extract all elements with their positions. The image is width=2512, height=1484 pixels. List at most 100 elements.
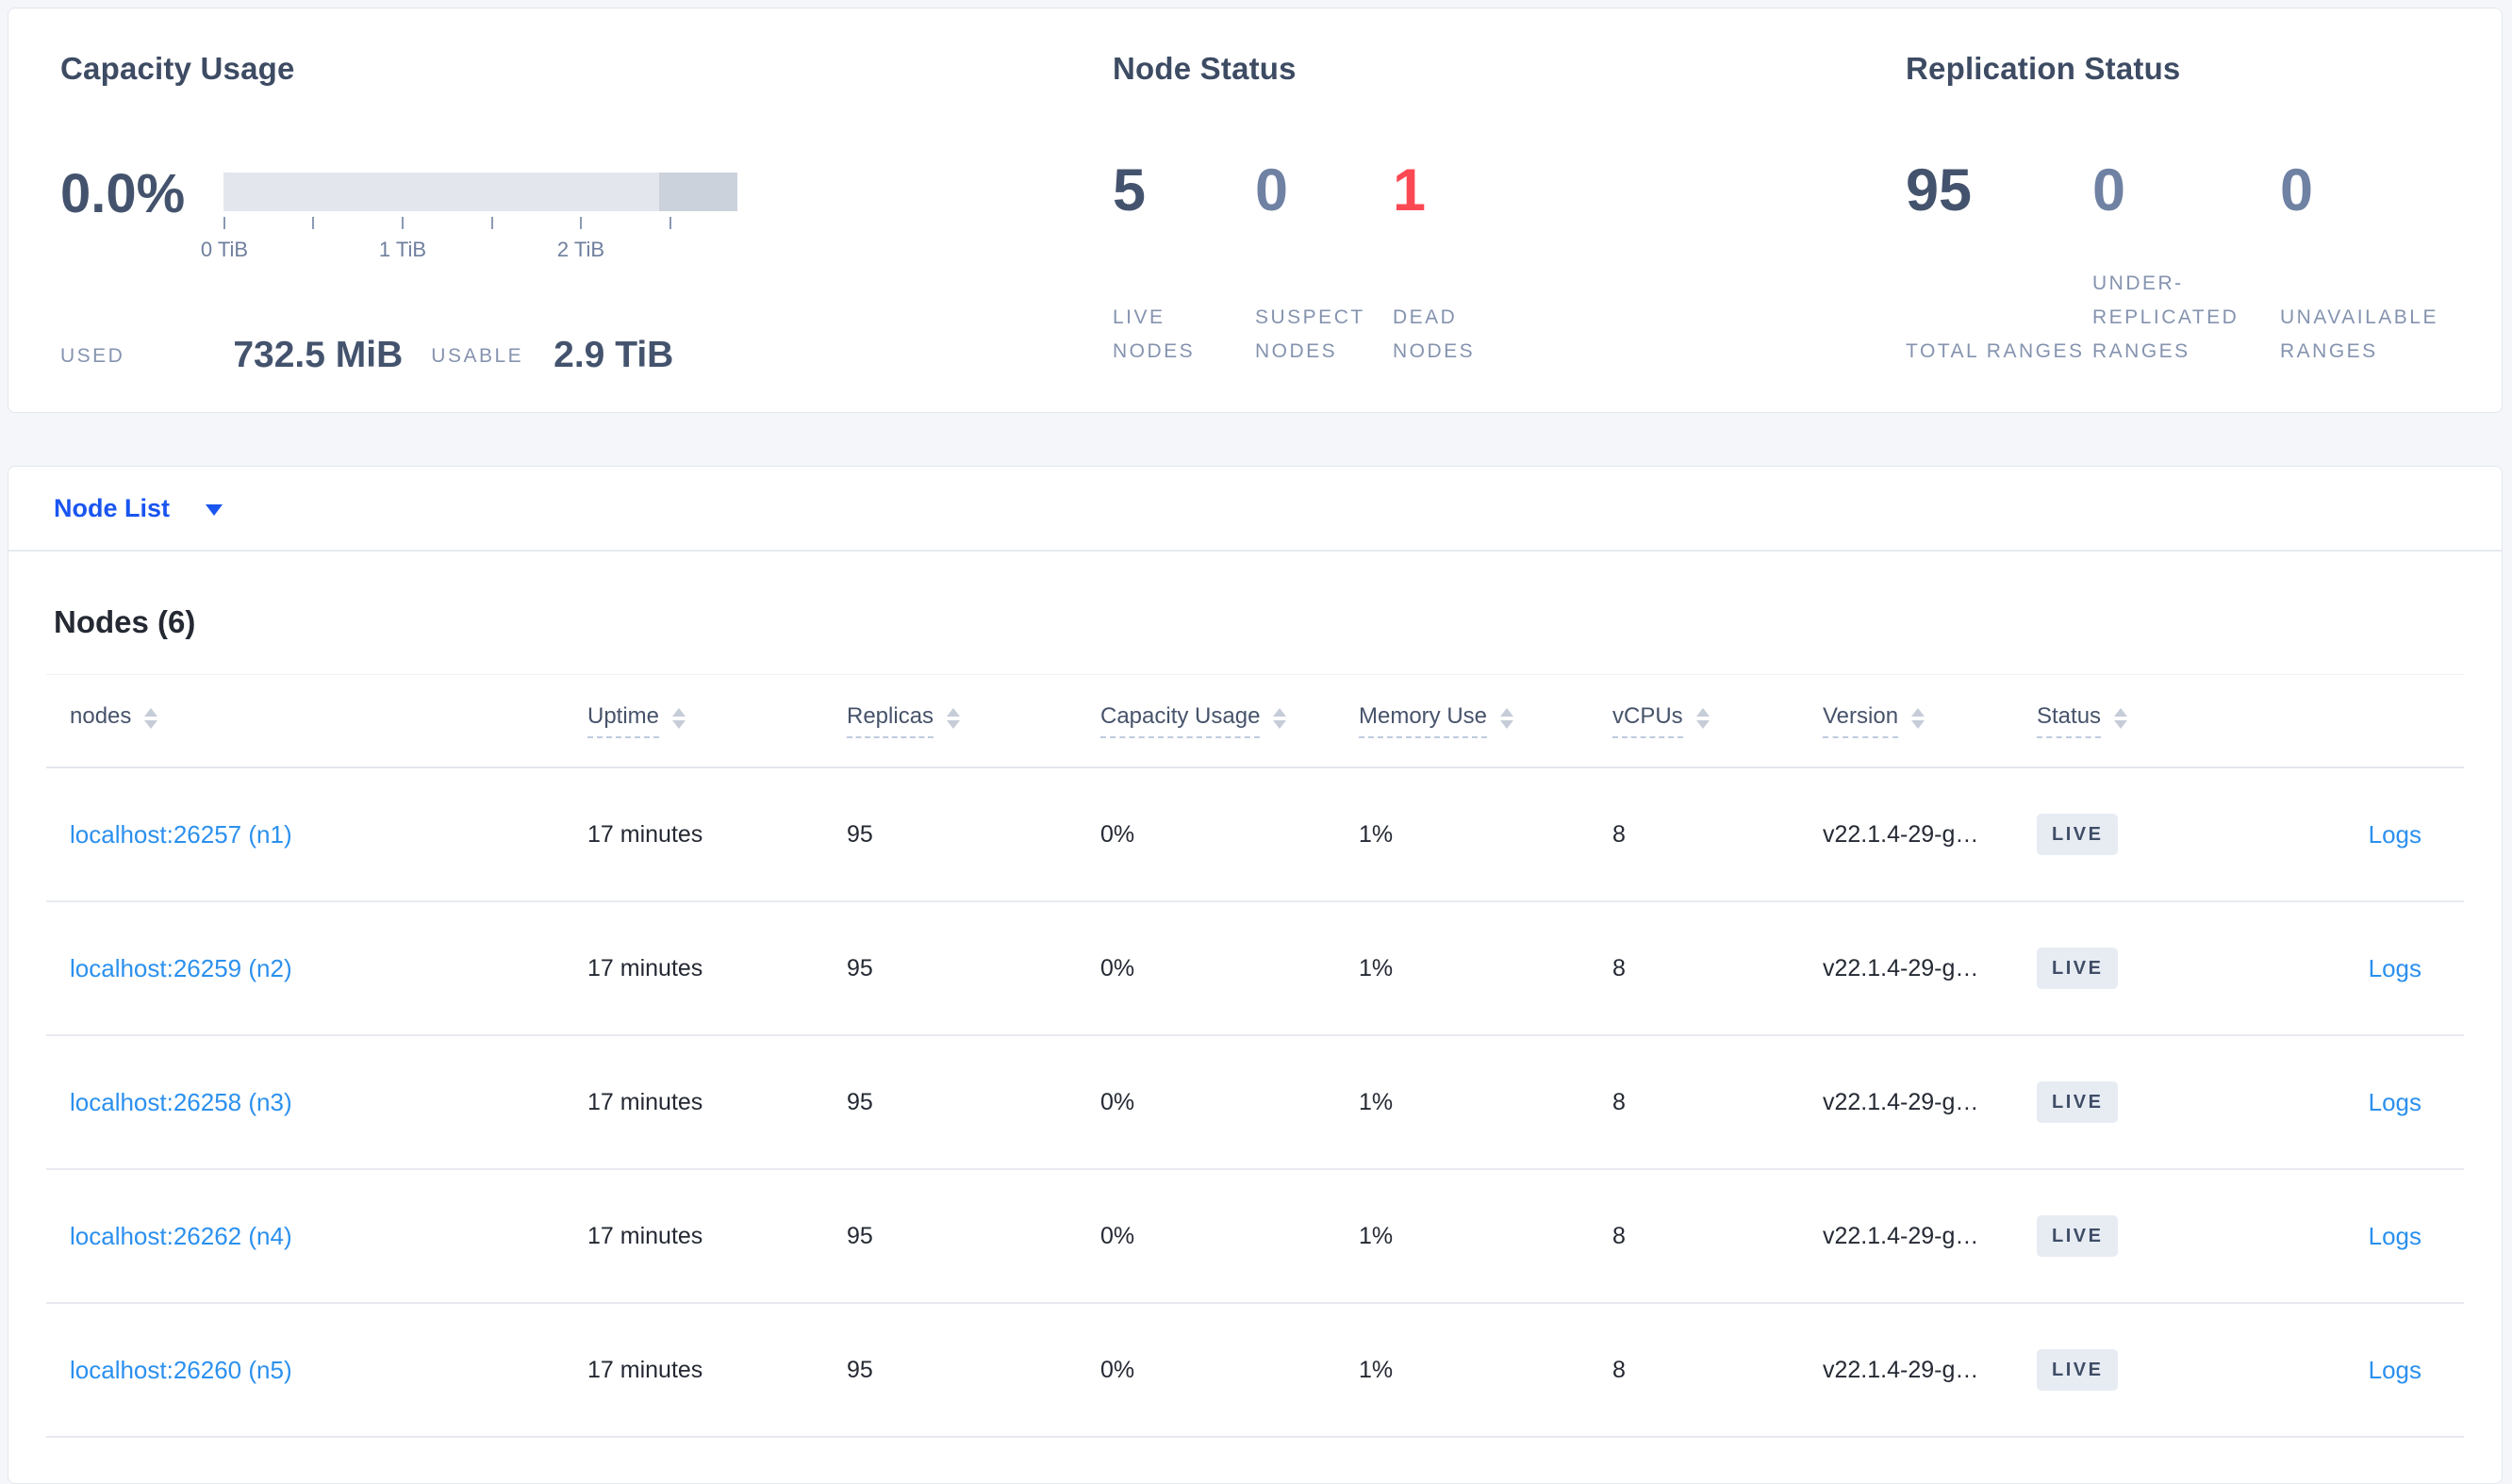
cell-vcpus: 8 bbox=[1612, 1356, 1626, 1383]
live-nodes-count: 5 bbox=[1113, 157, 1147, 223]
table-row: localhost:26257 (n1) 17 minutes 95 0% 1%… bbox=[46, 768, 2464, 902]
live-nodes-label: LIVE NODES bbox=[1113, 306, 1196, 362]
column-header-vcpus[interactable]: vCPUs bbox=[1612, 703, 1823, 738]
suspect-nodes-count: 0 bbox=[1255, 157, 1289, 223]
column-header-version[interactable]: Version bbox=[1823, 703, 2037, 738]
cell-memory: 1% bbox=[1359, 954, 1394, 981]
capacity-usage-bar-chart: 0 TiB 1 TiB 2 TiB bbox=[201, 173, 737, 262]
logs-link[interactable]: Logs bbox=[2368, 1355, 2421, 1384]
dead-nodes-count: 1 bbox=[1393, 157, 1427, 223]
nodes-table: Nodes (6) nodes Uptime Replicas Capacity… bbox=[46, 604, 2464, 1438]
cell-vcpus: 8 bbox=[1612, 954, 1626, 981]
column-header-uptime[interactable]: Uptime bbox=[587, 703, 847, 738]
unavailable-ranges-count: 0 bbox=[2280, 157, 2314, 223]
logs-link[interactable]: Logs bbox=[2368, 1087, 2421, 1116]
column-header-capacity-usage[interactable]: Capacity Usage bbox=[1100, 703, 1359, 738]
cell-uptime: 17 minutes bbox=[587, 954, 703, 981]
cell-replicas: 95 bbox=[847, 1222, 873, 1249]
cell-uptime: 17 minutes bbox=[587, 1356, 703, 1383]
sort-arrows-icon bbox=[1911, 707, 1925, 729]
sort-arrows-icon bbox=[947, 707, 961, 729]
column-header-replicas[interactable]: Replicas bbox=[847, 703, 1100, 738]
node-list-dropdown[interactable]: Node List bbox=[8, 467, 2502, 552]
column-header-memory-use[interactable]: Memory Use bbox=[1359, 703, 1612, 738]
cell-replicas: 95 bbox=[847, 954, 873, 981]
replication-status-section: Replication Status 95 0 0 TOTAL RANGES U… bbox=[1906, 51, 2471, 412]
node-link[interactable]: localhost:26257 (n1) bbox=[70, 819, 292, 849]
node-link[interactable]: localhost:26260 (n5) bbox=[70, 1355, 292, 1384]
node-link[interactable]: localhost:26258 (n3) bbox=[70, 1087, 292, 1116]
cell-uptime: 17 minutes bbox=[587, 1222, 703, 1249]
node-link[interactable]: localhost:26259 (n2) bbox=[70, 953, 292, 982]
cell-version: v22.1.4-29-g… bbox=[1823, 1222, 1979, 1249]
axis-label-0tib: 0 TiB bbox=[200, 238, 249, 261]
table-row: localhost:26260 (n5) 17 minutes 95 0% 1%… bbox=[46, 1304, 2464, 1438]
usable-label: USABLE bbox=[431, 345, 524, 367]
under-replicated-ranges-label: UNDER-REPLICATED RANGES bbox=[2092, 272, 2239, 362]
replication-status-title: Replication Status bbox=[1906, 51, 2181, 86]
axis-label-1tib: 1 TiB bbox=[378, 238, 427, 261]
logs-link[interactable]: Logs bbox=[2368, 819, 2421, 849]
replication-labels: TOTAL RANGES UNDER-REPLICATED RANGES UNA… bbox=[1906, 263, 2483, 369]
cell-vcpus: 8 bbox=[1612, 1088, 1626, 1115]
table-row: localhost:26258 (n3) 17 minutes 95 0% 1%… bbox=[46, 1036, 2464, 1170]
node-status-title: Node Status bbox=[1113, 51, 1297, 86]
used-value: 732.5 MiB bbox=[233, 335, 404, 375]
sort-arrows-icon bbox=[672, 707, 686, 729]
cell-uptime: 17 minutes bbox=[587, 820, 703, 848]
table-top-rule bbox=[46, 674, 2464, 675]
table-row: localhost:26259 (n2) 17 minutes 95 0% 1%… bbox=[46, 902, 2464, 1036]
sort-arrows-icon bbox=[1500, 707, 1514, 729]
cell-capacity: 0% bbox=[1100, 820, 1135, 848]
cluster-summary-card: Capacity Usage 0.0% 0 TiB 1 TiB 2 TiB US… bbox=[8, 8, 2503, 413]
cell-memory: 1% bbox=[1359, 1222, 1394, 1249]
suspect-nodes-label: SUSPECT NODES bbox=[1255, 306, 1365, 362]
logs-link[interactable]: Logs bbox=[2368, 1221, 2421, 1250]
table-header-row: nodes Uptime Replicas Capacity Usage Mem… bbox=[46, 675, 2464, 768]
capacity-legend: USED 732.5 MiB USABLE 2.9 TiB bbox=[60, 337, 673, 373]
sort-arrows-icon bbox=[1695, 707, 1710, 729]
under-replicated-ranges-count: 0 bbox=[2092, 157, 2126, 223]
cell-memory: 1% bbox=[1359, 1356, 1394, 1383]
cell-replicas: 95 bbox=[847, 1356, 873, 1383]
axis-label-2tib: 2 TiB bbox=[556, 238, 605, 261]
capacity-bar-other-segment bbox=[659, 173, 737, 211]
table-row: localhost:26262 (n4) 17 minutes 95 0% 1%… bbox=[46, 1170, 2464, 1304]
replication-values: 95 0 0 bbox=[1906, 161, 2313, 221]
cell-version: v22.1.4-29-g… bbox=[1823, 820, 1979, 848]
cell-version: v22.1.4-29-g… bbox=[1823, 954, 1979, 981]
capacity-axis-labels: 0 TiB 1 TiB 2 TiB bbox=[201, 238, 737, 262]
capacity-bar bbox=[223, 173, 737, 211]
sort-arrows-icon bbox=[1273, 707, 1287, 729]
capacity-axis-ticks bbox=[223, 217, 737, 230]
cell-version: v22.1.4-29-g… bbox=[1823, 1088, 1979, 1115]
cell-capacity: 0% bbox=[1100, 954, 1135, 981]
usable-value: 2.9 TiB bbox=[554, 335, 674, 375]
status-badge: LIVE bbox=[2037, 814, 2119, 855]
dead-nodes-label: DEAD NODES bbox=[1393, 306, 1476, 362]
sort-arrows-icon bbox=[2114, 707, 2128, 729]
node-status-values: 5 0 1 bbox=[1113, 161, 1426, 221]
cell-memory: 1% bbox=[1359, 1088, 1394, 1115]
cell-vcpus: 8 bbox=[1612, 820, 1626, 848]
node-status-labels: LIVE NODES SUSPECT NODES DEAD NODES bbox=[1113, 263, 1544, 369]
cell-uptime: 17 minutes bbox=[587, 1088, 703, 1115]
capacity-used-percent: 0.0% bbox=[60, 163, 186, 224]
logs-link[interactable]: Logs bbox=[2368, 953, 2421, 982]
status-badge: LIVE bbox=[2037, 1349, 2119, 1391]
sort-arrows-icon bbox=[144, 707, 158, 729]
chevron-down-icon bbox=[206, 504, 223, 516]
status-badge: LIVE bbox=[2037, 948, 2119, 989]
node-status-section: Node Status 5 0 1 LIVE NODES SUSPECT NOD… bbox=[1113, 51, 1829, 412]
column-header-nodes[interactable]: nodes bbox=[46, 703, 587, 738]
total-ranges-label: TOTAL RANGES bbox=[1906, 340, 2085, 362]
capacity-usage-title: Capacity Usage bbox=[60, 51, 295, 86]
cell-replicas: 95 bbox=[847, 1088, 873, 1115]
capacity-usage-section: Capacity Usage 0.0% 0 TiB 1 TiB 2 TiB US… bbox=[60, 51, 1060, 412]
cell-capacity: 0% bbox=[1100, 1222, 1135, 1249]
column-header-status[interactable]: Status bbox=[2037, 703, 2226, 738]
cell-memory: 1% bbox=[1359, 820, 1394, 848]
node-link[interactable]: localhost:26262 (n4) bbox=[70, 1221, 292, 1250]
status-badge: LIVE bbox=[2037, 1215, 2119, 1257]
nodes-count-title: Nodes (6) bbox=[54, 604, 196, 639]
